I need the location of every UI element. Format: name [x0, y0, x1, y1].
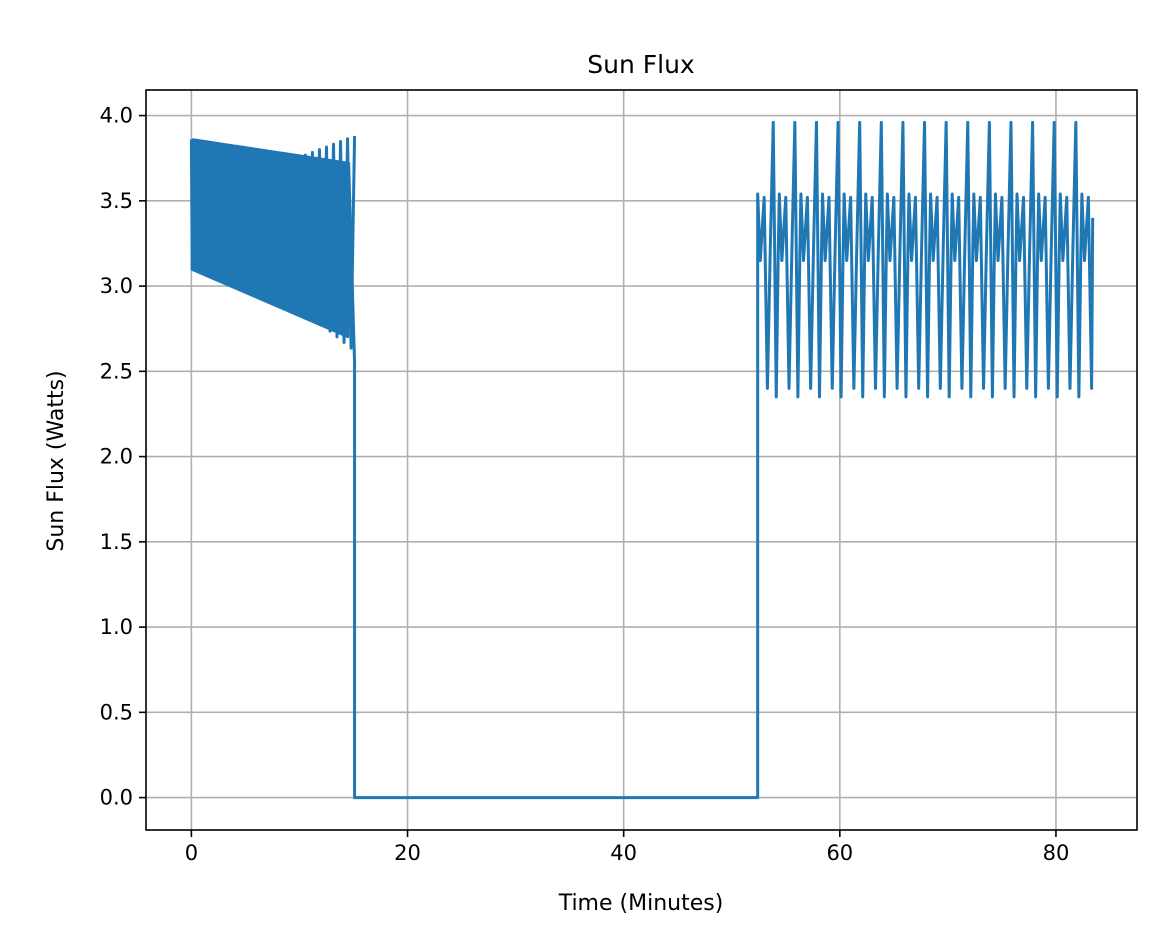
x-tick-label: 40 [610, 841, 637, 865]
x-tick-label: 20 [394, 841, 421, 865]
plot-area [189, 120, 1095, 800]
x-axis-ticks: 0 20 40 60 80 [185, 830, 1070, 865]
x-tick-label: 0 [185, 841, 198, 865]
y-tick-label: 2.0 [100, 445, 133, 469]
y-tick-label: 1.0 [100, 615, 133, 639]
y-tick-label: 3.5 [100, 189, 133, 213]
y-tick-label: 2.5 [100, 359, 133, 383]
y-tick-label: 0.5 [100, 700, 133, 724]
y-tick-label: 4.0 [100, 104, 133, 128]
y-tick-label: 3.0 [100, 274, 133, 298]
y-axis-label: Sun Flux (Watts) [44, 370, 69, 551]
sun-flux-series-overlay [282, 136, 357, 350]
chart-title: Sun Flux [587, 50, 694, 79]
axes-frame [145, 89, 1138, 831]
x-axis-label: Time (Minutes) [558, 891, 724, 916]
x-tick-label: 80 [1043, 841, 1070, 865]
y-tick-label: 0.0 [100, 786, 133, 810]
y-axis-ticks: 0.0 0.5 1.0 1.5 2.0 2.5 3.0 3.5 4.0 [100, 104, 146, 810]
y-tick-label: 1.5 [100, 530, 133, 554]
x-tick-label: 60 [826, 841, 853, 865]
